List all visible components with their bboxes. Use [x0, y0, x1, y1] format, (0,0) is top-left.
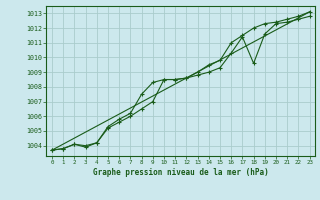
X-axis label: Graphe pression niveau de la mer (hPa): Graphe pression niveau de la mer (hPa) [93, 168, 269, 177]
